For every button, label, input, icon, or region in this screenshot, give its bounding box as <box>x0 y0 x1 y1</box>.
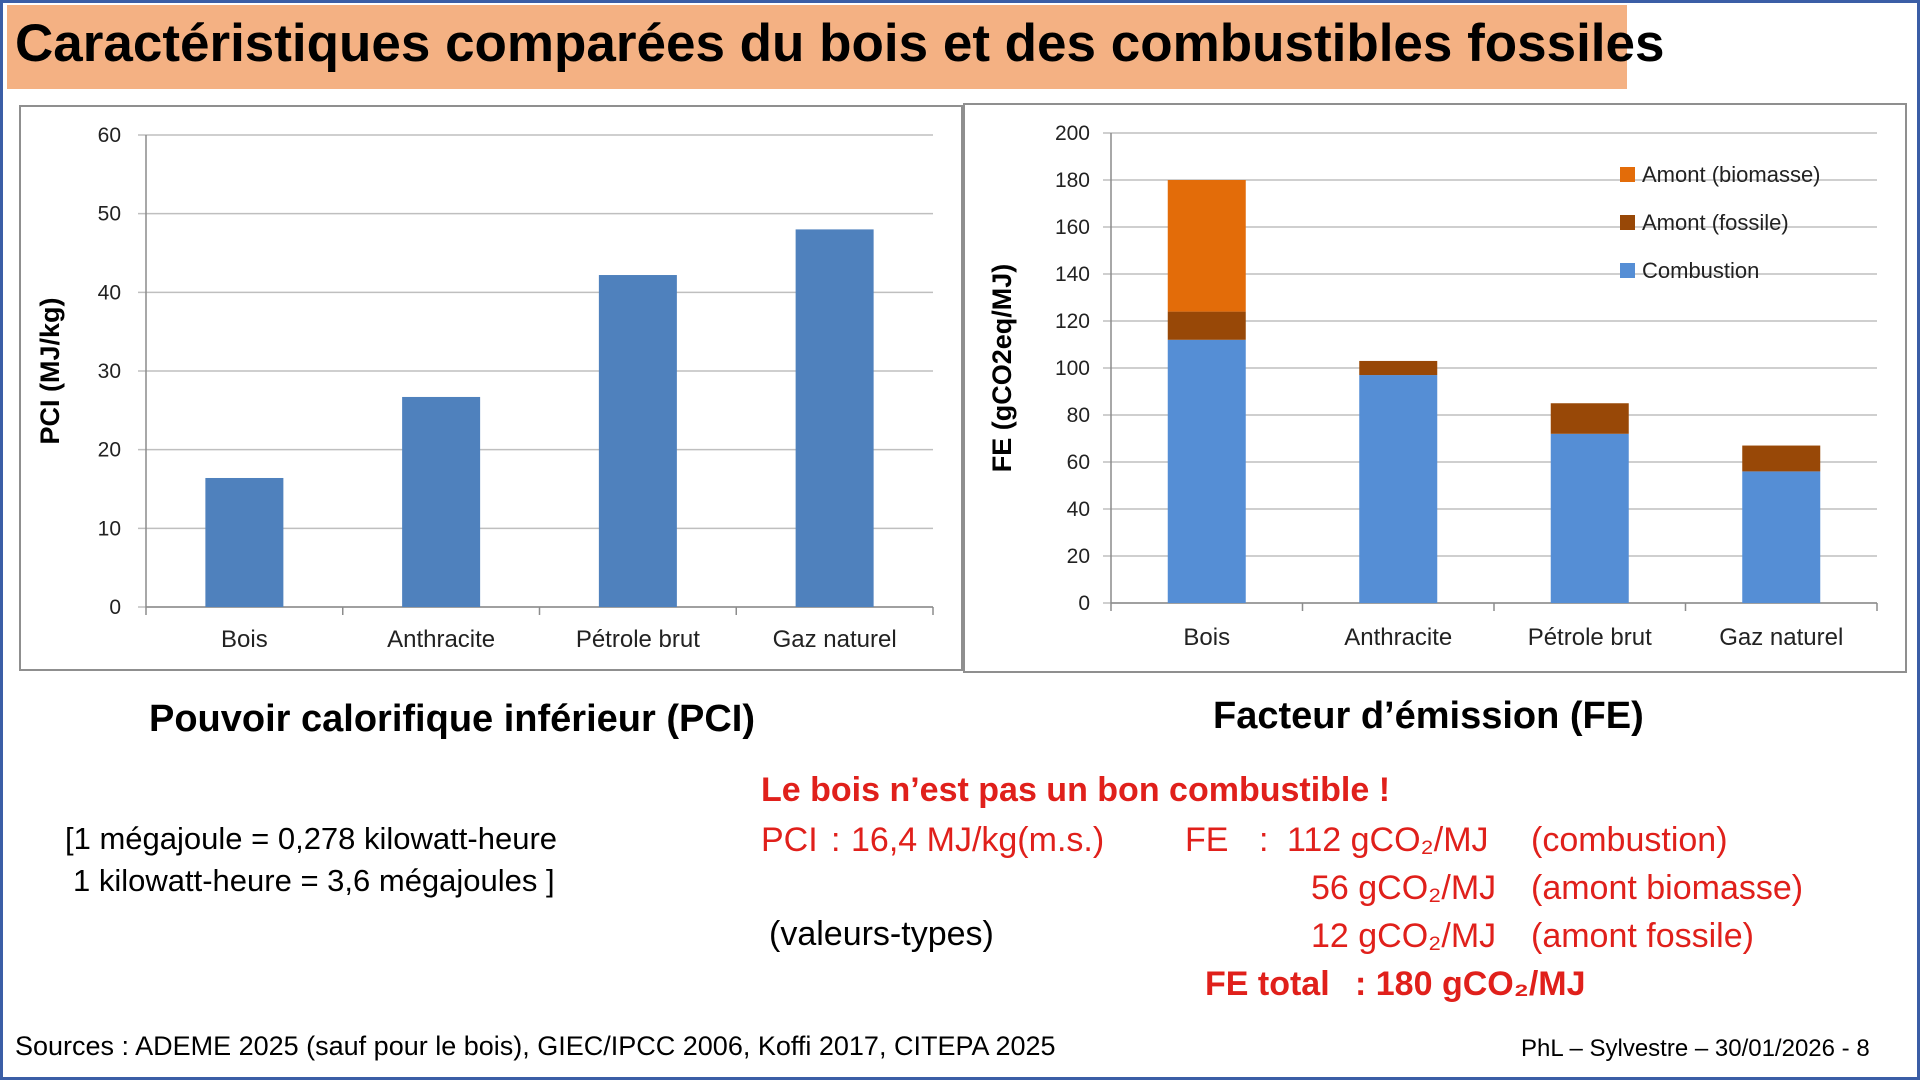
legend-label: Amont (biomasse) <box>1642 162 1821 187</box>
y-tick-label: 80 <box>1067 404 1090 427</box>
y-tick-label: 10 <box>98 517 121 540</box>
y-tick-label: 0 <box>109 596 121 619</box>
y-tick-label: 200 <box>1055 122 1090 145</box>
x-category-label: Pétrole brut <box>576 626 700 653</box>
y-tick-label: 140 <box>1055 263 1090 286</box>
pci-label: PCI <box>761 821 818 859</box>
x-category-label: Bois <box>221 626 268 653</box>
conversion-line-2: 1 kilowatt-heure = 3,6 mégajoules ] <box>73 863 555 898</box>
conclusion-headline: Le bois n’est pas un bon combustible ! <box>761 771 1391 809</box>
fe-fossil-label: (amont fossile) <box>1531 917 1754 955</box>
y-tick-label: 20 <box>1067 545 1090 568</box>
bar <box>402 396 481 607</box>
y-tick-label: 40 <box>98 281 121 304</box>
y-tick-label: 180 <box>1055 169 1090 192</box>
y-tick-label: 20 <box>98 439 121 462</box>
x-category-label: Pétrole brut <box>1528 624 1652 651</box>
bar-segment <box>1550 403 1629 434</box>
typical-values-note: (valeurs-types) <box>769 915 994 953</box>
fe-combustion-value: 112 gCO₂/MJ <box>1287 821 1489 859</box>
legend-swatch <box>1620 215 1635 230</box>
bar-segment <box>1742 471 1821 603</box>
x-category-label: Anthracite <box>387 626 495 653</box>
x-category-label: Anthracite <box>1344 624 1452 651</box>
title-bar: Caractéristiques comparées du bois et de… <box>7 5 1664 89</box>
bar <box>795 229 874 607</box>
bar-segment <box>1742 445 1821 472</box>
bar-segment <box>1167 339 1246 603</box>
pci-separator: : <box>831 821 841 859</box>
fe-caption: Facteur d’émission (FE) <box>1213 695 1644 737</box>
y-tick-label: 0 <box>1078 592 1090 615</box>
y-tick-label: 60 <box>98 124 121 147</box>
y-tick-label: 160 <box>1055 216 1090 239</box>
bar-segment <box>1167 311 1246 340</box>
pci-chart-panel: 0 10 20 30 40 50 60 Bois Anthracite Pétrole brut G… <box>19 105 963 671</box>
fe-biomass-label: (amont biomasse) <box>1531 869 1804 907</box>
y-axis-title: PCI (MJ/kg) <box>35 297 65 444</box>
x-category-label: Gaz naturel <box>1719 624 1843 651</box>
fe-total-value: : 180 gCO₂/MJ <box>1355 965 1586 1003</box>
bar-segment <box>1359 360 1438 376</box>
pci-caption: Pouvoir calorifique inférieur (PCI) <box>149 698 755 740</box>
legend-label: Combustion <box>1642 258 1759 283</box>
footer-credit: PhL – Sylvestre – 30/01/2026 - 8 <box>1521 1035 1870 1062</box>
fe-combustion-label: (combustion) <box>1531 821 1728 859</box>
y-tick-label: 50 <box>98 203 121 226</box>
y-tick-label: 60 <box>1067 451 1090 474</box>
x-category-label: Gaz naturel <box>773 626 897 653</box>
fe-stacked-bar-chart: 0 20 40 60 80 100 120 140 160 180 200 Bois Anthracit… <box>987 122 1878 651</box>
x-category-label: Bois <box>1183 624 1230 651</box>
fe-biomass-value: 56 gCO₂/MJ <box>1311 869 1497 907</box>
bar-segment <box>1550 433 1629 603</box>
conversion-line-1: [1 mégajoule = 0,278 kilowatt-heure <box>65 821 558 856</box>
bar <box>205 477 284 607</box>
y-axis-title: FE (gCO2eq/MJ) <box>987 264 1017 473</box>
bar-segment <box>1167 180 1246 312</box>
y-tick-label: 100 <box>1055 357 1090 380</box>
legend-swatch <box>1620 263 1635 278</box>
legend-swatch <box>1620 167 1635 182</box>
fe-chart-panel: 0 20 40 60 80 100 120 140 160 180 200 Bois Anthracit… <box>963 103 1907 673</box>
fe-label: FE <box>1185 821 1229 859</box>
pci-bar-chart: 0 10 20 30 40 50 60 Bois Anthracite Pétrole brut G… <box>35 124 934 653</box>
y-tick-label: 120 <box>1055 310 1090 333</box>
fe-fossil-value: 12 gCO₂/MJ <box>1311 917 1497 955</box>
fe-total-label: FE total <box>1205 965 1330 1003</box>
legend-label: Amont (fossile) <box>1642 210 1789 235</box>
slide-title: Caractéristiques comparées du bois et de… <box>15 14 1665 73</box>
y-tick-label: 40 <box>1067 498 1090 521</box>
bar-segment <box>1359 375 1438 603</box>
sources-line: Sources : ADEME 2025 (sauf pour le bois)… <box>15 1031 1056 1061</box>
y-tick-label: 30 <box>98 360 121 383</box>
bar <box>598 275 677 607</box>
pci-value: 16,4 MJ/kg(m.s.) <box>851 821 1105 859</box>
fe-separator: : <box>1259 821 1269 859</box>
